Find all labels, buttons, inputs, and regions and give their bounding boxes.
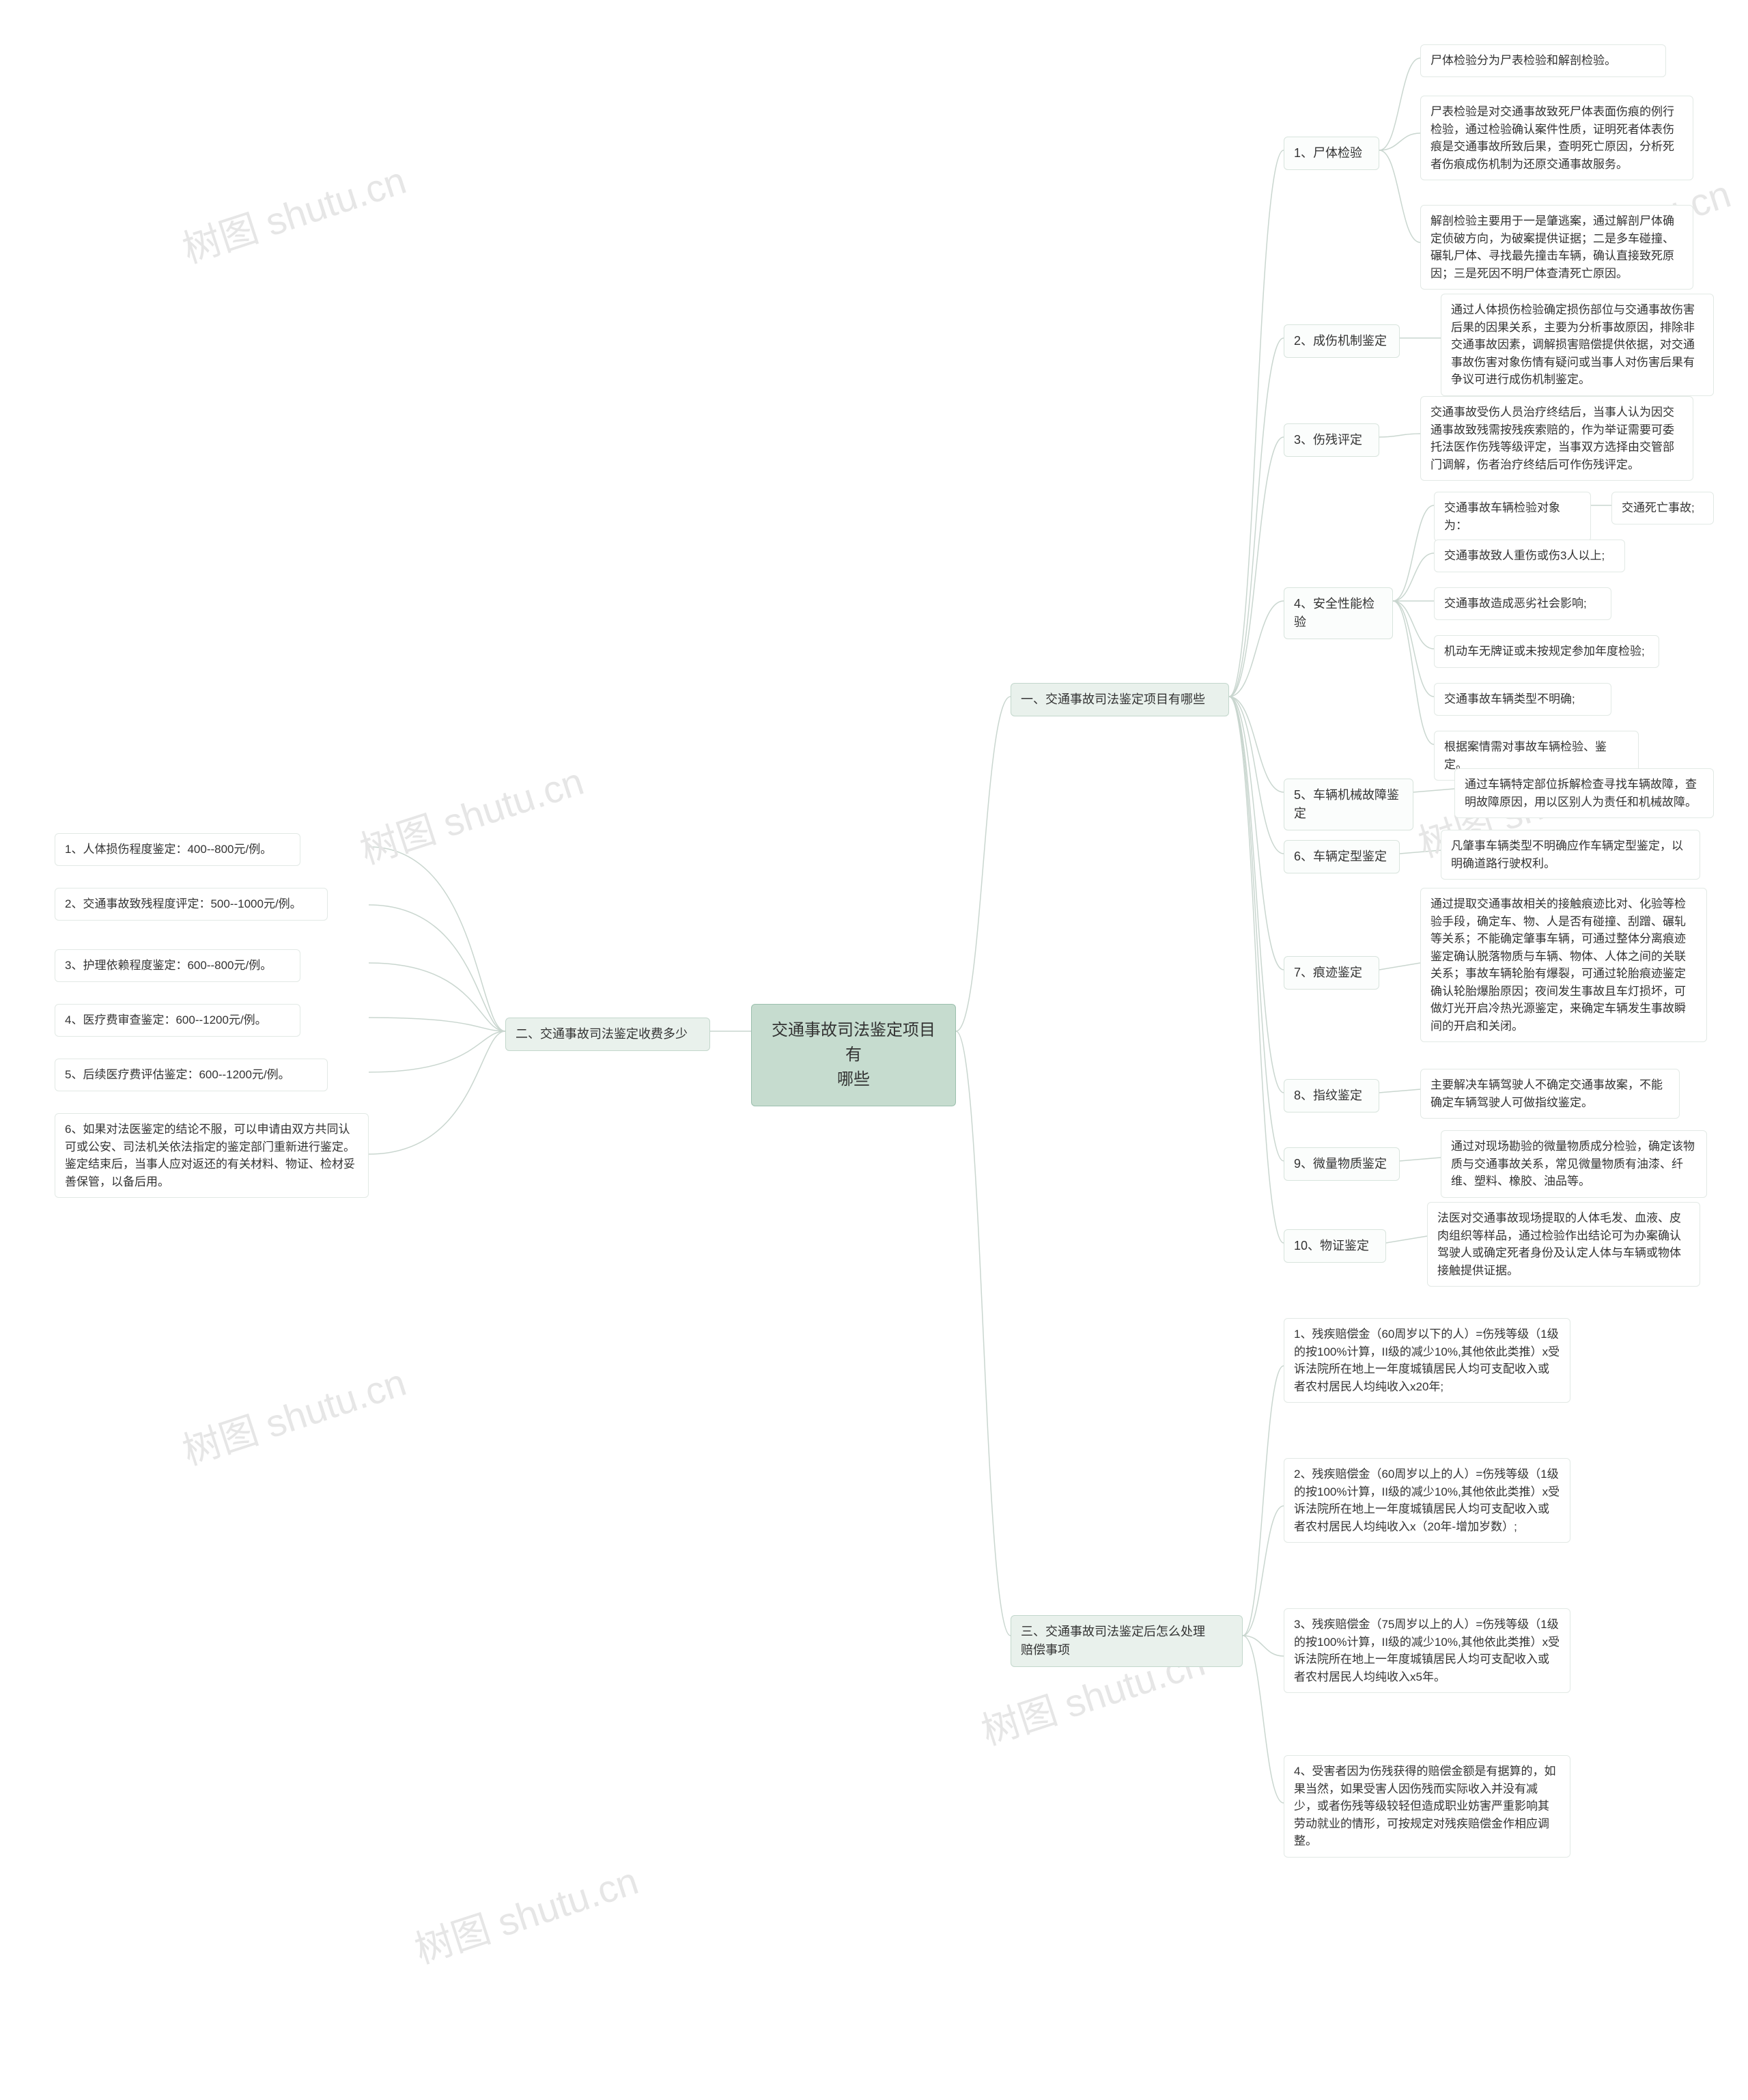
root-title-l1: 交通事故司法鉴定项目有 xyxy=(770,1018,938,1067)
leaf-1-3a: 交通事故受伤人员治疗终结后，当事人认为因交通事故致残需按残疾索赔的，作为举证需要… xyxy=(1420,396,1693,481)
root-title-l2: 哪些 xyxy=(770,1067,938,1092)
category-3-l2: 赔偿事项 xyxy=(1021,1641,1232,1660)
sub-1-3: 3、伤残评定 xyxy=(1284,423,1379,457)
leaf-1-4c: 交通事故造成恶劣社会影响; xyxy=(1434,587,1611,620)
category-1: 一、交通事故司法鉴定项目有哪些 xyxy=(1011,683,1229,716)
category-3: 三、交通事故司法鉴定后怎么处理 赔偿事项 xyxy=(1011,1615,1243,1667)
leaf-1-7a: 通过提取交通事故相关的接触痕迹比对、化验等检验手段，确定车、物、人是否有碰撞、刮… xyxy=(1420,888,1707,1042)
sub-1-4: 4、安全性能检验 xyxy=(1284,587,1393,639)
leaf-3-2: 2、残疾赔偿金（60周岁以上的人）=伤残等级（1级的按100%计算，II级的减少… xyxy=(1284,1458,1570,1543)
leaf-1-2a: 通过人体损伤检验确定损伤部位与交通事故伤害后果的因果关系，主要为分析事故原因，排… xyxy=(1441,294,1714,396)
leaf-1-4a2: 交通死亡事故; xyxy=(1611,492,1714,524)
leaf-1-8a: 主要解决车辆驾驶人不确定交通事故案，不能确定车辆驾驶人可做指纹鉴定。 xyxy=(1420,1069,1680,1119)
leaf-1-4a: 交通事故车辆检验对象为： xyxy=(1434,492,1591,542)
sub-1-7: 7、痕迹鉴定 xyxy=(1284,956,1379,990)
watermark: 树图 shutu.cn xyxy=(175,150,412,275)
leaf-2-4: 4、医疗费审查鉴定：600--1200元/例。 xyxy=(55,1004,300,1037)
watermark: 树图 shutu.cn xyxy=(352,751,590,876)
category-2: 二、交通事故司法鉴定收费多少 xyxy=(505,1018,710,1051)
leaf-1-10a: 法医对交通事故现场提取的人体毛发、血液、皮肉组织等样品，通过检验作出结论可为办案… xyxy=(1427,1202,1700,1287)
leaf-3-1: 1、残疾赔偿金（60周岁以下的人）=伤残等级（1级的按100%计算，II级的减少… xyxy=(1284,1318,1570,1403)
sub-1-2: 2、成伤机制鉴定 xyxy=(1284,324,1400,358)
leaf-1-6a: 凡肇事车辆类型不明确应作车辆定型鉴定，以明确道路行驶权利。 xyxy=(1441,830,1700,880)
leaf-2-6: 6、如果对法医鉴定的结论不服，可以申请由双方共同认可或公安、司法机关依法指定的鉴… xyxy=(55,1113,369,1198)
leaf-3-3: 3、残疾赔偿金（75周岁以上的人）=伤残等级（1级的按100%计算，II级的减少… xyxy=(1284,1608,1570,1693)
leaf-2-5: 5、后续医疗费评估鉴定：600--1200元/例。 xyxy=(55,1059,328,1091)
watermark: 树图 shutu.cn xyxy=(407,1851,645,1975)
sub-1-9: 9、微量物质鉴定 xyxy=(1284,1147,1400,1181)
leaf-1-4d: 机动车无牌证或未按规定参加年度检验; xyxy=(1434,635,1659,668)
leaf-1-4e: 交通事故车辆类型不明确; xyxy=(1434,683,1611,716)
watermark: 树图 shutu.cn xyxy=(175,1352,412,1476)
leaf-2-3: 3、护理依赖程度鉴定：600--800元/例。 xyxy=(55,949,300,982)
sub-1-6: 6、车辆定型鉴定 xyxy=(1284,840,1400,873)
leaf-2-2: 2、交通事故致残程度评定：500--1000元/例。 xyxy=(55,888,328,921)
leaf-1-5a: 通过车辆特定部位拆解检查寻找车辆故障，查明故障原因，用以区别人为责任和机械故障。 xyxy=(1454,768,1714,818)
root-node: 交通事故司法鉴定项目有 哪些 xyxy=(751,1004,956,1106)
sub-1-10: 10、物证鉴定 xyxy=(1284,1229,1386,1263)
leaf-1-4b: 交通事故致人重伤或伤3人以上; xyxy=(1434,540,1625,572)
sub-1-1: 1、尸体检验 xyxy=(1284,137,1379,170)
leaf-1-1b: 尸表检验是对交通事故致死尸体表面伤痕的例行检验，通过检验确认案件性质，证明死者体… xyxy=(1420,96,1693,180)
leaf-1-9a: 通过对现场勘验的微量物质成分检验，确定该物质与交通事故关系，常见微量物质有油漆、… xyxy=(1441,1130,1707,1198)
leaf-1-1a: 尸体检验分为尸表检验和解剖检验。 xyxy=(1420,44,1666,77)
leaf-3-4: 4、受害者因为伤残获得的赔偿金额是有据算的，如果当然，如果受害人因伤残而实际收入… xyxy=(1284,1755,1570,1858)
category-3-l1: 三、交通事故司法鉴定后怎么处理 xyxy=(1021,1623,1232,1641)
leaf-1-1c: 解剖检验主要用于一是肇逃案，通过解剖尸体确定侦破方向，为破案提供证据；二是多车碰… xyxy=(1420,205,1693,290)
mindmap-canvas: 树图 shutu.cn 树图 shutu.cn 树图 shutu.cn 树图 s… xyxy=(0,0,1748,2100)
leaf-2-1: 1、人体损伤程度鉴定：400--800元/例。 xyxy=(55,833,300,866)
sub-1-5: 5、车辆机械故障鉴定 xyxy=(1284,779,1413,830)
sub-1-8: 8、指纹鉴定 xyxy=(1284,1079,1379,1112)
